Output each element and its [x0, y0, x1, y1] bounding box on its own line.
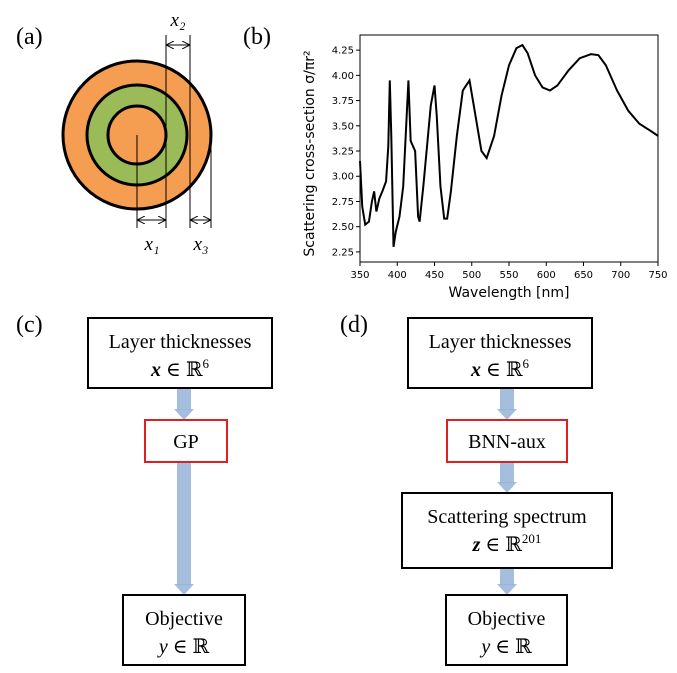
node-box [122, 594, 246, 666]
math-exponent: 6 [202, 356, 209, 371]
arrow-head [497, 409, 517, 420]
panel-label: (a) [16, 24, 43, 50]
dimension-label: x₃ [192, 234, 208, 255]
math-variable: y [479, 636, 490, 658]
arrow-head [497, 482, 517, 493]
x-tick-label: 750 [648, 270, 667, 281]
x-axis-label: Wavelength [nm] [449, 285, 570, 301]
dimension-label: x₂ [169, 10, 185, 31]
x-tick-label: 650 [574, 270, 593, 281]
arrow-shaft [500, 568, 514, 585]
spectrum-line [359, 43, 659, 248]
y-tick-label: 4.25 [332, 46, 354, 57]
arrow-shaft [500, 388, 514, 410]
node-math: x ∈ ℝ6 [470, 356, 529, 381]
node-math: y ∈ ℝ [479, 636, 532, 658]
node-box [407, 317, 593, 389]
model-box [446, 419, 568, 463]
dimension-lines [136, 35, 212, 228]
node-box [87, 317, 273, 389]
y-tick-label: 2.50 [332, 222, 354, 233]
arrow-head [497, 584, 517, 595]
node-math: x ∈ ℝ6 [150, 356, 209, 381]
node-box [401, 492, 613, 569]
y-tick-label: 3.25 [332, 147, 354, 158]
x-tick-label: 600 [537, 270, 556, 281]
math-relation: ∈ ℝ [480, 534, 522, 556]
math-variable: y [157, 636, 168, 658]
y-tick-label: 3.50 [332, 121, 354, 132]
x-tick-label: 400 [388, 270, 407, 281]
x-tick-label: 700 [611, 270, 630, 281]
math-exponent: 6 [522, 356, 529, 371]
y-axis-label: Scattering cross-section σ/πr² [302, 50, 318, 256]
arrow-shaft [177, 462, 191, 585]
node-label: BNN-aux [468, 431, 546, 453]
math-relation: ∈ ℝ [161, 359, 203, 381]
spectrum-chart: 350 400 450 500 550 600 650 700 750 2.25 2.50 2.75 3… [302, 34, 668, 301]
math-relation: ∈ ℝ [481, 359, 523, 381]
math-exponent: 201 [522, 531, 542, 546]
node-math: z ∈ ℝ201 [472, 531, 542, 556]
node-box [445, 594, 568, 666]
x-tick-label: 500 [462, 270, 481, 281]
math-variable: x [150, 359, 161, 381]
panel-label: (c) [16, 312, 43, 338]
node-label: Objective [145, 608, 223, 630]
node-label: Objective [468, 608, 546, 630]
node-label: Layer thicknesses [109, 331, 252, 353]
y-tick-label: 2.75 [332, 197, 354, 208]
math-relation: ∈ ℝ [490, 636, 532, 658]
dimension-label: x₁ [143, 234, 159, 255]
panel-label: (b) [243, 24, 271, 50]
y-tick-label: 3.75 [332, 96, 354, 107]
node-math: y ∈ ℝ [157, 636, 210, 658]
arrow-head [174, 409, 194, 420]
node-label: Layer thicknesses [429, 331, 572, 353]
arrow-shaft [177, 388, 191, 410]
model-box [144, 419, 228, 463]
x-tick-label: 450 [425, 270, 444, 281]
node-label: GP [173, 431, 199, 453]
x-tick-label: 350 [350, 270, 369, 281]
y-tick-label: 3.00 [332, 172, 354, 183]
node-label: Scattering spectrum [427, 506, 587, 528]
arrow-shaft [500, 462, 514, 483]
panel-label: (d) [340, 312, 368, 338]
math-relation: ∈ ℝ [168, 636, 210, 658]
math-variable: x [470, 359, 481, 381]
shell-diagram: x₂ x₁ x₃ [61, 10, 213, 255]
y-tick-label: 2.25 [332, 247, 354, 258]
math-variable: z [472, 534, 481, 556]
x-tick-label: 550 [499, 270, 518, 281]
panel-labels: (a) (b) (c) (d) [16, 24, 368, 338]
arrow-head [174, 584, 194, 595]
y-tick-label: 4.00 [332, 71, 354, 82]
